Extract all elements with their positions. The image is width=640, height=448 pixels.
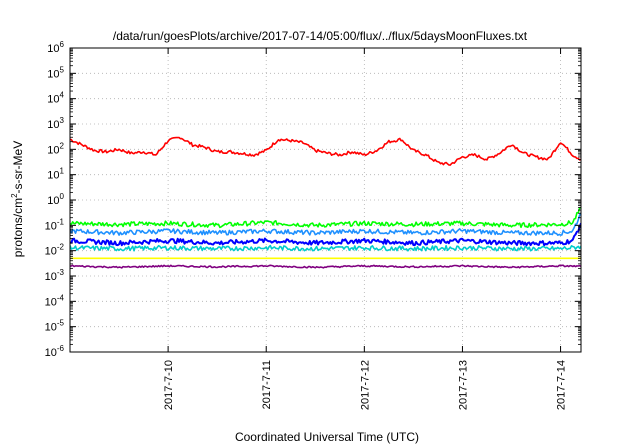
y-tick-label: 104 [47,91,64,106]
y-tick-label: 10-6 [45,344,65,359]
y-tick-label: 10-1 [45,217,65,232]
grid [70,48,581,352]
x-tick-label: 2017-7-11 [261,360,273,409]
series-line [70,212,581,236]
y-axis-title-superscript: 2 [10,193,19,198]
series-line [70,136,581,166]
y-tick-label: 105 [47,65,64,80]
series-line [70,206,581,229]
y-tick-label: 101 [47,167,64,182]
y-tick-label: 10-5 [45,319,65,334]
y-tick-label: 103 [47,116,64,131]
series-line [70,264,581,269]
x-tick-label: 2017-7-14 [556,360,568,410]
x-tick-label: 2017-7-12 [359,360,371,410]
y-tick-label: 10-2 [45,243,65,258]
x-tick-labels: 2017-7-10 2017-7-11 2017-7-12 2017-7-13 2017… [163,360,567,410]
series-line [70,244,581,252]
x-axis-title: Coordinated Universal Time (UTC) [235,430,419,444]
y-axis-title-suffix: -s-sr-MeV [11,141,25,194]
x-tick-label: 2017-7-13 [457,360,469,410]
series-layer [70,136,581,269]
y-tick-label: 10-4 [45,293,65,308]
y-tick-label: 100 [47,192,64,207]
y-tick-label: 106 [47,40,64,55]
series-line [70,222,581,247]
y-axis-title-prefix: protons/cm [11,198,25,257]
tick-marks [70,47,581,353]
y-tick-label: 102 [47,141,64,156]
y-tick-label: 10-3 [45,268,65,283]
x-tick-label: 2017-7-10 [163,360,175,410]
y-tick-labels: 10-6 10-5 10-4 10-3 10-2 10-1 100 101 102 103 104 1… [45,40,65,359]
y-axis-title: protons/cm2-s-sr-MeV [10,141,25,257]
chart-title: /data/run/goesPlots/archive/2017-07-14/0… [113,29,528,43]
